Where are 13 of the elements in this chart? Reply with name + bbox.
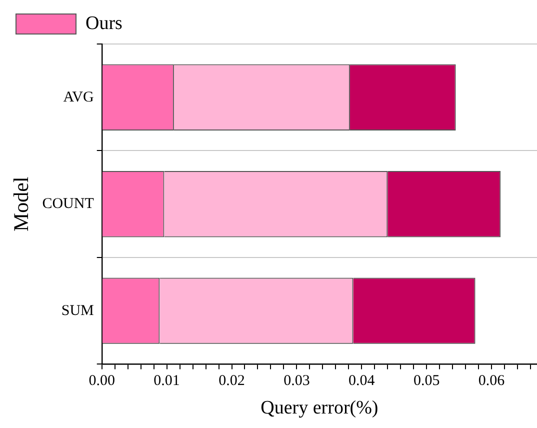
x-tick-label: 0.02 <box>218 373 245 390</box>
x-tick-label: 0.00 <box>88 373 115 390</box>
x-tick-label: 0.04 <box>348 373 376 390</box>
y-tick-label: COUNT <box>42 196 94 212</box>
x-tick-label: 0.03 <box>284 373 310 390</box>
x-tick-label: 0.01 <box>154 373 180 390</box>
x-tick-label: 0.05 <box>413 373 440 390</box>
y-axis-title: Model <box>9 176 34 232</box>
y-tick-label: SUM <box>61 302 94 319</box>
x-axis-title: Query error(%) <box>260 398 378 419</box>
legend-label: Ours <box>86 12 122 34</box>
x-tick-label: 0.06 <box>478 373 506 390</box>
y-tick-label: AVG <box>63 89 94 106</box>
